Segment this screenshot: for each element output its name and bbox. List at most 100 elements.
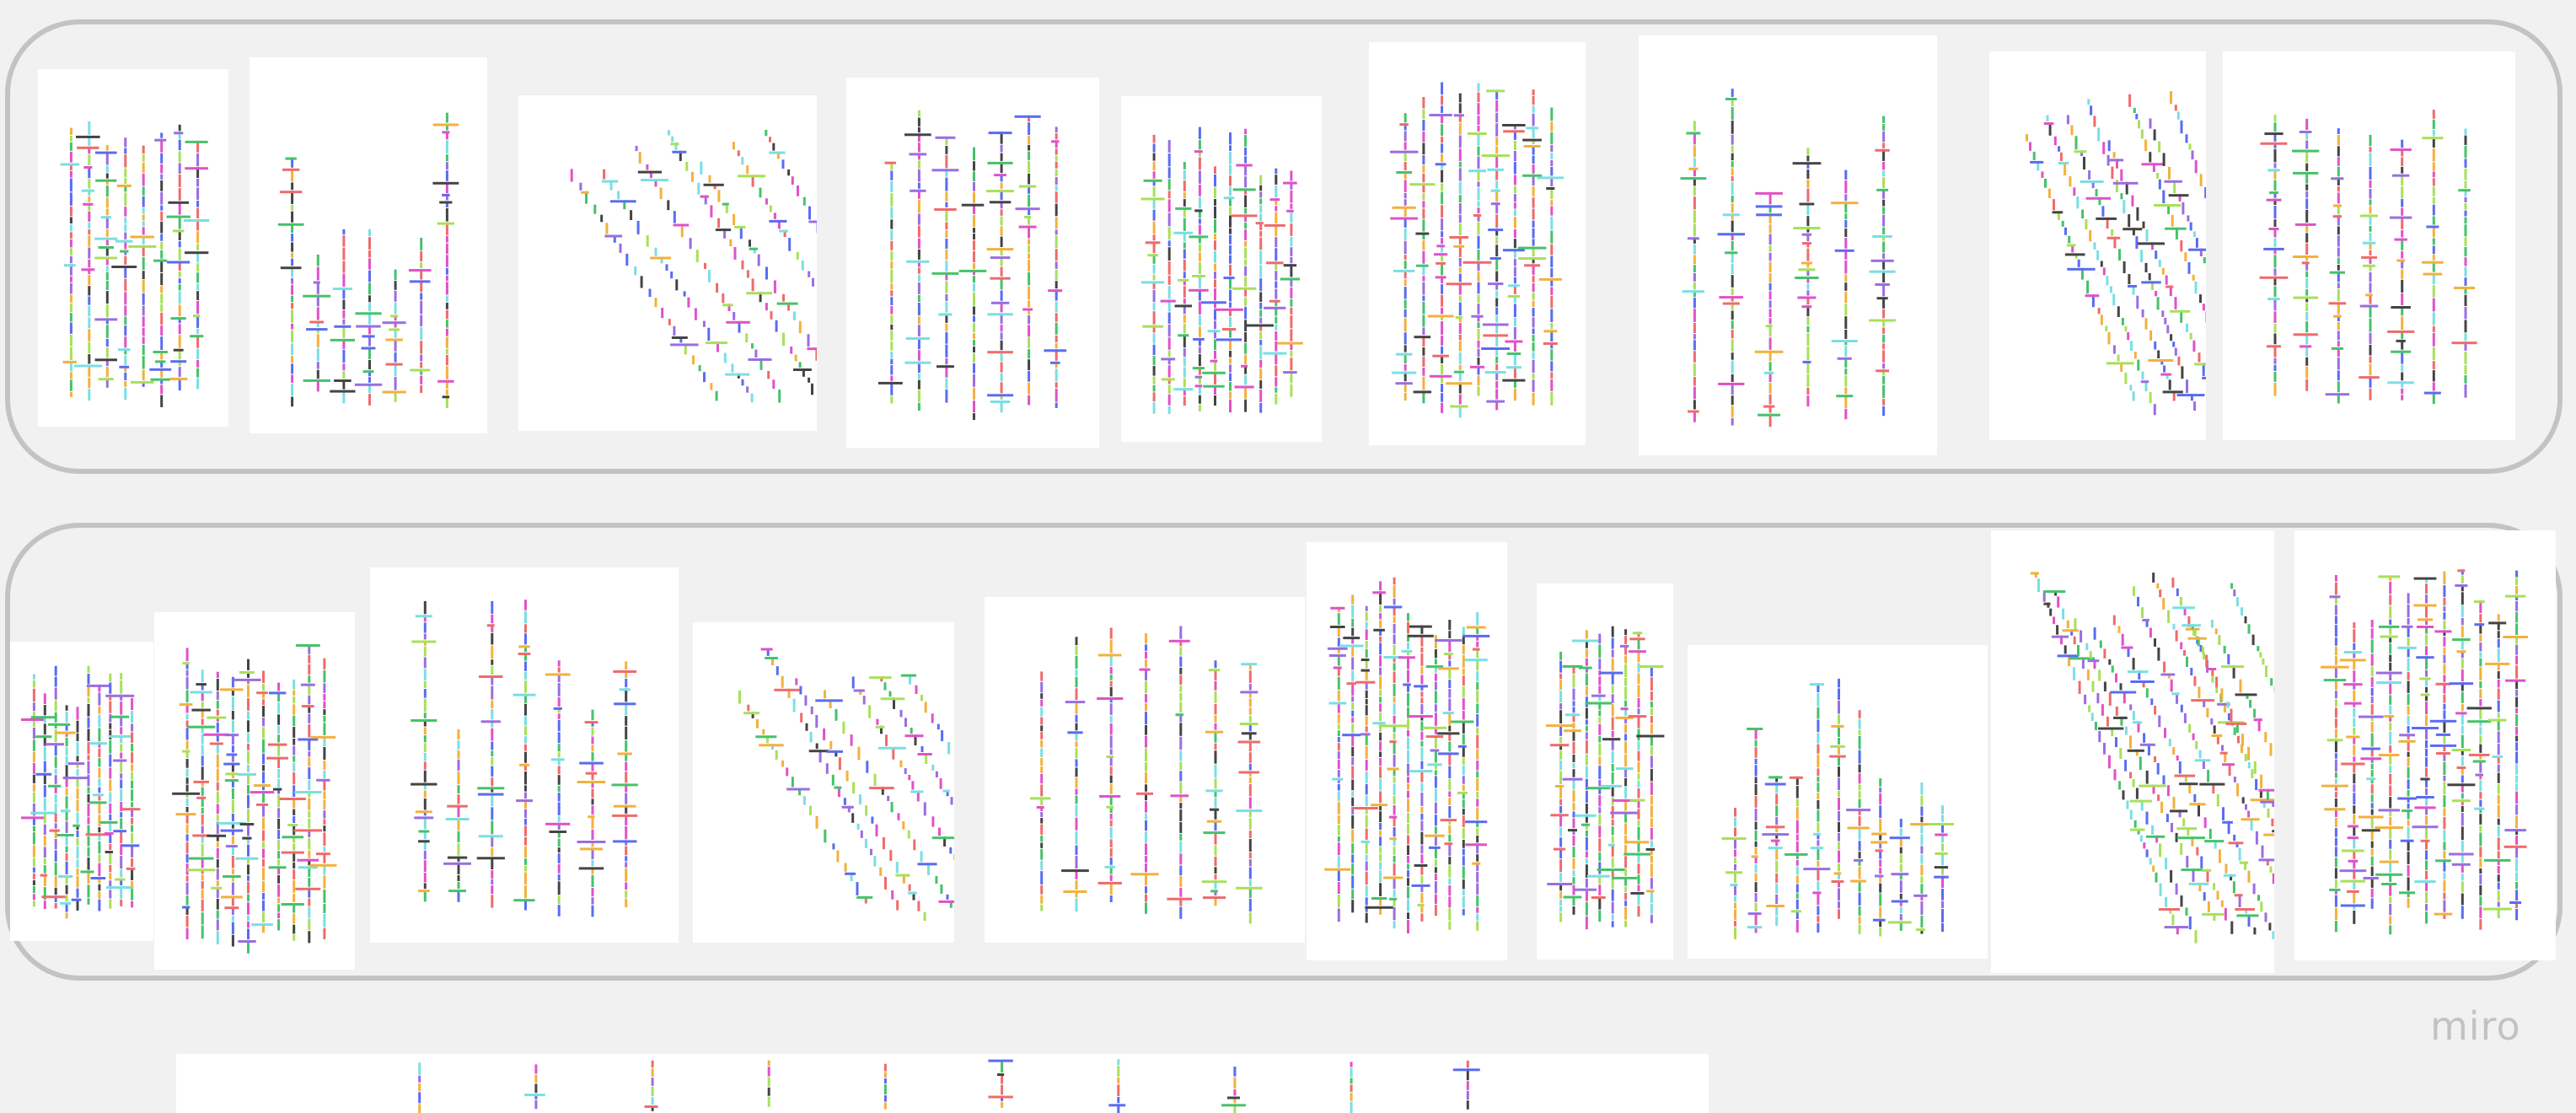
pattern-cell xyxy=(2139,785,2166,788)
pattern-cell xyxy=(2369,272,2372,282)
pattern-cell xyxy=(1462,879,1465,890)
pattern-cell xyxy=(524,873,527,884)
pattern-card[interactable] xyxy=(693,622,954,943)
pattern-cell xyxy=(2353,745,2355,756)
pattern-cell xyxy=(491,615,493,624)
pattern-cell xyxy=(1559,703,1562,709)
pattern-cell xyxy=(890,181,893,192)
pattern-cell xyxy=(1183,162,1186,169)
pattern-cell xyxy=(63,361,77,363)
pattern-card[interactable] xyxy=(518,95,817,431)
pattern-cell xyxy=(1532,164,1535,174)
pattern-cell xyxy=(33,739,35,751)
pattern-cell xyxy=(1470,366,1484,368)
pattern-cell xyxy=(109,900,111,909)
pattern-cell xyxy=(1624,868,1627,876)
pattern-card[interactable] xyxy=(10,642,153,941)
pattern-cell xyxy=(1638,863,1640,874)
pattern-cell xyxy=(745,334,748,343)
pattern-cell xyxy=(1565,713,1580,716)
pattern-cell xyxy=(2142,309,2144,317)
pattern-cell xyxy=(910,728,913,734)
pattern-cell xyxy=(418,831,429,833)
pattern-cell xyxy=(2199,294,2202,303)
pattern-cell xyxy=(2333,315,2342,318)
pattern-cell xyxy=(2337,227,2340,235)
pattern-cell xyxy=(2093,116,2096,127)
pattern-cell xyxy=(2129,772,2132,779)
pattern-cell xyxy=(1393,890,1396,897)
pattern-cell xyxy=(592,798,594,804)
pattern-cell xyxy=(1407,920,1409,933)
pattern-card[interactable] xyxy=(1369,42,1586,445)
pattern-card[interactable] xyxy=(2294,530,2556,960)
pattern-card[interactable] xyxy=(1121,96,1322,442)
pattern-cell xyxy=(1328,648,1348,650)
pattern-cell xyxy=(1441,192,1443,205)
pattern-cell xyxy=(1859,852,1861,858)
pattern-cell xyxy=(1920,855,1923,864)
pattern-cell xyxy=(2342,850,2364,852)
pattern-cell xyxy=(2139,756,2142,770)
pattern-cell xyxy=(1199,253,1201,261)
pattern-cell xyxy=(1055,323,1058,335)
pattern-cell xyxy=(1559,891,1562,899)
pattern-cell xyxy=(1422,377,1425,390)
pattern-cell xyxy=(1379,766,1382,778)
pattern-cell xyxy=(1650,702,1653,707)
pattern-card[interactable] xyxy=(1639,35,1937,455)
pattern-cell xyxy=(799,362,802,368)
pattern-cell xyxy=(2095,722,2097,730)
pattern-cell xyxy=(1365,906,1393,909)
pattern-cell xyxy=(1495,180,1498,188)
pattern-cell xyxy=(109,674,111,682)
pattern-cell xyxy=(911,781,914,789)
pattern-cell xyxy=(291,384,293,396)
pattern-cell xyxy=(2157,763,2160,775)
pattern-cell xyxy=(420,251,422,261)
pattern-card[interactable] xyxy=(985,597,1305,943)
pattern-cell xyxy=(1495,113,1498,123)
pattern-cell xyxy=(120,812,122,817)
pattern-card[interactable] xyxy=(38,69,228,427)
pattern-cell xyxy=(2369,200,2372,206)
pattern-cell xyxy=(1844,194,1847,201)
pattern-cell xyxy=(1731,241,1734,250)
pattern-card[interactable] xyxy=(1537,583,1673,960)
pattern-cell xyxy=(2465,277,2467,286)
pattern-cell xyxy=(945,390,947,403)
pattern-cell xyxy=(262,901,265,911)
pattern-card[interactable] xyxy=(250,57,487,433)
pattern-cell xyxy=(1351,594,1354,604)
pattern-cell xyxy=(2172,341,2175,347)
pattern-cell xyxy=(1459,223,1462,235)
pattern-cell xyxy=(368,258,371,269)
pattern-cell xyxy=(2154,638,2156,647)
pattern-cell xyxy=(70,232,72,239)
pattern-card[interactable] xyxy=(154,612,355,970)
pattern-card[interactable] xyxy=(2223,51,2515,440)
pattern-cell xyxy=(2247,811,2250,818)
pattern-card[interactable] xyxy=(846,78,1099,448)
pattern-cell xyxy=(856,882,859,895)
pattern-card[interactable] xyxy=(370,567,679,943)
pattern-cell xyxy=(458,882,460,889)
pattern-cell xyxy=(1407,912,1409,919)
pattern-cell xyxy=(2163,153,2165,166)
pattern-cell xyxy=(558,667,561,672)
pattern-cell xyxy=(2146,771,2149,784)
pattern-cell xyxy=(1168,191,1171,198)
pattern-cell xyxy=(524,772,527,784)
pattern-card[interactable] xyxy=(1307,542,1507,960)
pattern-card[interactable] xyxy=(1688,645,1988,959)
pattern-cell xyxy=(1179,737,1182,750)
pattern-cell xyxy=(1435,881,1437,894)
pattern-cell xyxy=(1468,132,1487,135)
pattern-card[interactable] xyxy=(1991,530,2274,973)
pattern-cell xyxy=(77,860,79,868)
pattern-card[interactable] xyxy=(1989,51,2206,440)
pattern-cell xyxy=(2274,311,2277,323)
pattern-cell xyxy=(1755,351,1784,353)
pattern-cell xyxy=(217,701,219,709)
pattern-cell xyxy=(70,295,72,303)
